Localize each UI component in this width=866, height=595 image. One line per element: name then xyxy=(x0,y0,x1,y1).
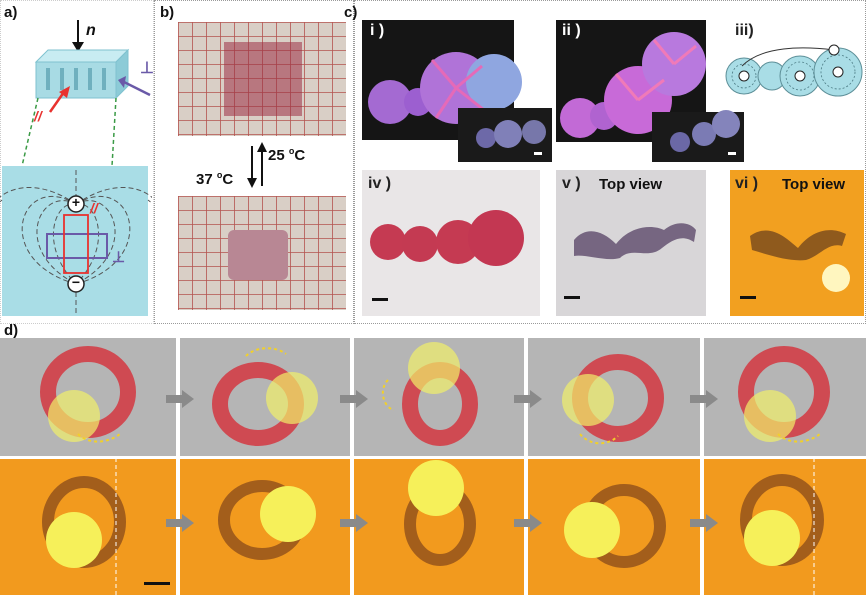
sub-label-iii: iii) xyxy=(735,22,754,39)
top-view-vi: Top view xyxy=(782,176,846,193)
panel-c-label: c) xyxy=(344,4,358,21)
sub-label-v: v ) xyxy=(562,175,581,192)
step-arrow-icon xyxy=(690,514,718,532)
n-label: n xyxy=(86,22,96,39)
plus-charge: + xyxy=(71,194,81,210)
frame-separator xyxy=(700,338,704,595)
sub-label-iv: iv ) xyxy=(368,175,392,192)
polarized-image-i xyxy=(362,20,552,162)
frame-separator xyxy=(350,338,354,595)
ribbon-frame-1 xyxy=(40,346,136,443)
panel-a-frame xyxy=(0,0,154,324)
sub-label-i: i ) xyxy=(370,22,385,39)
step-arrow-icon xyxy=(690,390,718,408)
panel-d-label: d) xyxy=(4,322,19,339)
step-arrow-icon xyxy=(514,390,542,408)
panel-a-label: a) xyxy=(4,4,18,21)
orange-frame-3 xyxy=(404,460,476,566)
row-separator xyxy=(0,456,866,459)
frame-separator xyxy=(176,338,180,595)
step-arrow-icon xyxy=(340,390,368,408)
grid-photo-top xyxy=(178,22,346,136)
step-arrow-icon xyxy=(514,514,542,532)
panel-b-frame xyxy=(154,0,354,324)
orange-frame-4 xyxy=(564,484,666,568)
panel-a-diagram xyxy=(0,20,152,316)
polarized-image-ii xyxy=(556,20,744,162)
orange-frame-1 xyxy=(42,458,170,595)
photo-v xyxy=(556,170,706,316)
frame-separator xyxy=(524,338,528,595)
parallel-label: // xyxy=(34,108,42,124)
ribbon-frame-5 xyxy=(738,346,830,443)
grid-photo-bottom xyxy=(178,196,346,310)
photo-vi xyxy=(730,170,864,316)
ribbon-frame-2 xyxy=(212,347,318,446)
schematic-iii xyxy=(725,44,863,97)
photo-iv xyxy=(362,170,540,316)
minus-charge: − xyxy=(71,274,81,290)
perp-label: ⊥ xyxy=(140,60,154,77)
ribbon-frame-4 xyxy=(562,354,664,445)
ribbon-frame-3 xyxy=(381,342,478,446)
sub-label-vi: vi ) xyxy=(735,175,759,192)
step-arrow-icon xyxy=(340,514,368,532)
panel-b-label: b) xyxy=(160,4,175,21)
field-parallel-label: // xyxy=(90,200,98,216)
temp-arrows xyxy=(247,142,267,188)
orange-frame-2 xyxy=(218,480,316,560)
temp-down-label: 37 oC xyxy=(196,170,234,188)
field-perp-label: ⊥ xyxy=(112,249,126,266)
temp-up-label: 25 oC xyxy=(268,146,306,164)
step-arrow-icon xyxy=(166,514,194,532)
sub-label-ii: ii ) xyxy=(562,22,581,39)
step-arrow-icon xyxy=(166,390,194,408)
top-view-v: Top view xyxy=(599,176,663,193)
orange-frame-5 xyxy=(740,458,824,595)
